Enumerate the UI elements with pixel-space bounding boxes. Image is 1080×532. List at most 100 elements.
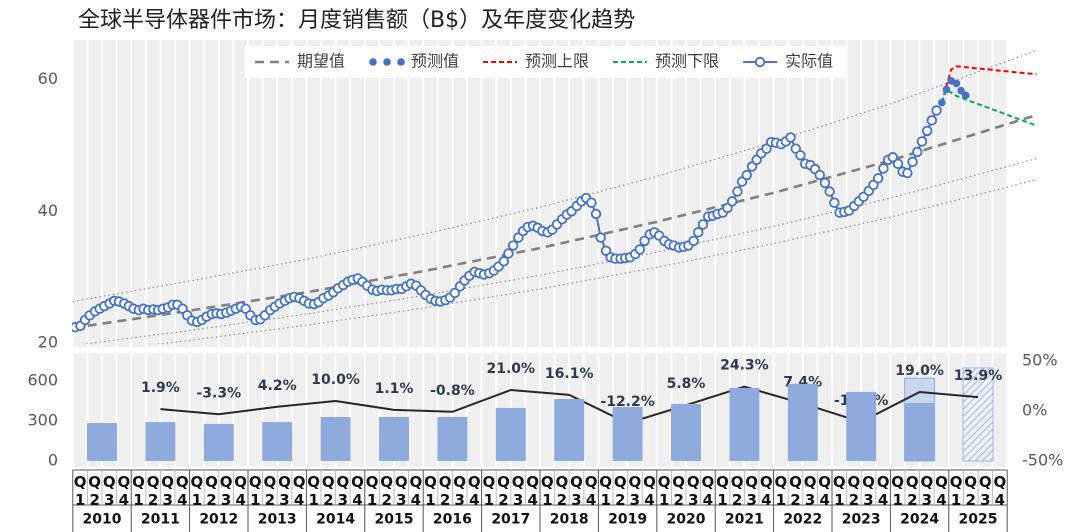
data-point <box>952 79 961 88</box>
quarter-label: Q2 <box>319 473 337 509</box>
quarter-label: Q3 <box>801 473 819 509</box>
stripe <box>701 353 715 467</box>
stripe <box>234 40 247 347</box>
data-point <box>921 125 933 137</box>
data-point <box>688 235 699 247</box>
data-point <box>595 232 606 243</box>
bar <box>787 383 818 461</box>
data-point <box>829 197 840 208</box>
bar <box>904 403 935 461</box>
yoy-label: 1.1% <box>375 381 414 397</box>
quarter-label: Q3 <box>684 473 702 509</box>
y-tick-label: 60 <box>38 69 58 88</box>
quarter-label: Q1 <box>188 473 206 509</box>
stripe <box>876 40 890 347</box>
year-label: 2019 <box>608 512 647 528</box>
yoy-label: 4.2% <box>258 378 297 394</box>
stripe <box>818 40 831 347</box>
quarter-label: Q4 <box>407 473 425 509</box>
data-point <box>693 227 704 238</box>
bar <box>145 422 176 461</box>
quarter-label: Q1 <box>947 473 965 509</box>
stripe <box>482 40 496 347</box>
y-tick-label: 0 <box>48 451 58 470</box>
data-point <box>878 163 889 174</box>
stripe <box>774 40 788 347</box>
yoy-label: 5.8% <box>667 376 706 392</box>
stripe <box>949 40 963 347</box>
stripe <box>847 40 861 347</box>
stripe <box>176 40 189 347</box>
stripe <box>351 353 364 467</box>
data-point <box>697 219 709 230</box>
data-point <box>634 244 646 255</box>
quarter-label: Q4 <box>699 473 717 509</box>
yoy-label: 1.9% <box>141 380 180 396</box>
data-point <box>819 177 831 189</box>
stripe <box>73 40 87 347</box>
y-tick-label: 600 <box>27 371 58 390</box>
y2-tick-label: 50% <box>1022 351 1058 370</box>
data-point <box>824 186 835 197</box>
stripe <box>745 40 758 347</box>
year-label: 2013 <box>258 512 297 528</box>
data-point <box>916 136 928 147</box>
stripe <box>307 40 320 347</box>
stripe <box>409 40 423 347</box>
data-point <box>732 186 743 197</box>
stripe <box>132 353 145 467</box>
y-tick-label: 20 <box>38 333 58 352</box>
bar <box>612 407 643 461</box>
data-point <box>503 248 514 259</box>
stripe <box>541 353 554 467</box>
yoy-label: 16.1% <box>545 366 594 382</box>
quarter-label: Q2 <box>378 473 396 509</box>
bar <box>87 423 117 461</box>
data-point <box>507 240 519 251</box>
stripe <box>103 40 116 347</box>
stripe <box>424 353 437 467</box>
stripe <box>920 40 934 347</box>
quarter-label: Q1 <box>597 473 615 509</box>
quarter-label: Q3 <box>509 473 527 509</box>
stripe <box>161 40 174 347</box>
bar <box>729 387 760 461</box>
year-label: 2012 <box>199 512 238 528</box>
quarter-label: Q4 <box>641 473 659 509</box>
yoy-label: 19.0% <box>895 363 944 379</box>
legend-label: 期望值 <box>297 52 345 71</box>
stripe <box>964 40 977 347</box>
quarter-label: Q1 <box>538 473 556 509</box>
legend-label: 预测下限 <box>655 52 719 71</box>
data-point <box>942 85 951 94</box>
quarter-label: Q4 <box>524 473 542 509</box>
year-label: 2020 <box>667 512 706 528</box>
quarter-label: Q1 <box>889 473 907 509</box>
quarter-label: Q3 <box>392 473 410 509</box>
stripe <box>949 353 963 467</box>
bar <box>962 367 994 462</box>
quarter-label: Q1 <box>714 473 732 509</box>
stripe <box>117 40 131 347</box>
quarter-label: Q3 <box>626 473 644 509</box>
stripe <box>760 353 773 467</box>
quarter-label: Q2 <box>261 473 279 509</box>
annotations: 20 40 60 期望值 预测值 预测上限 预测下限 实际值 0 300 600 50% 0% -50% 1… <box>27 52 1063 532</box>
stripe <box>570 40 583 347</box>
stripe <box>190 40 204 347</box>
series-line <box>72 49 1037 303</box>
bar <box>262 422 293 461</box>
stripe <box>716 40 729 347</box>
stripe <box>789 40 802 347</box>
data-point <box>902 167 913 179</box>
quarter-label: Q1 <box>480 473 498 509</box>
stripe <box>351 40 364 347</box>
quarter-label: Q3 <box>334 473 352 509</box>
quarter-label: Q3 <box>159 473 177 509</box>
data-point <box>912 146 923 158</box>
yoy-line <box>160 385 979 425</box>
data-point <box>586 197 597 208</box>
year-label: 2021 <box>725 512 764 528</box>
stripe <box>833 40 846 347</box>
stripe <box>993 40 1007 347</box>
